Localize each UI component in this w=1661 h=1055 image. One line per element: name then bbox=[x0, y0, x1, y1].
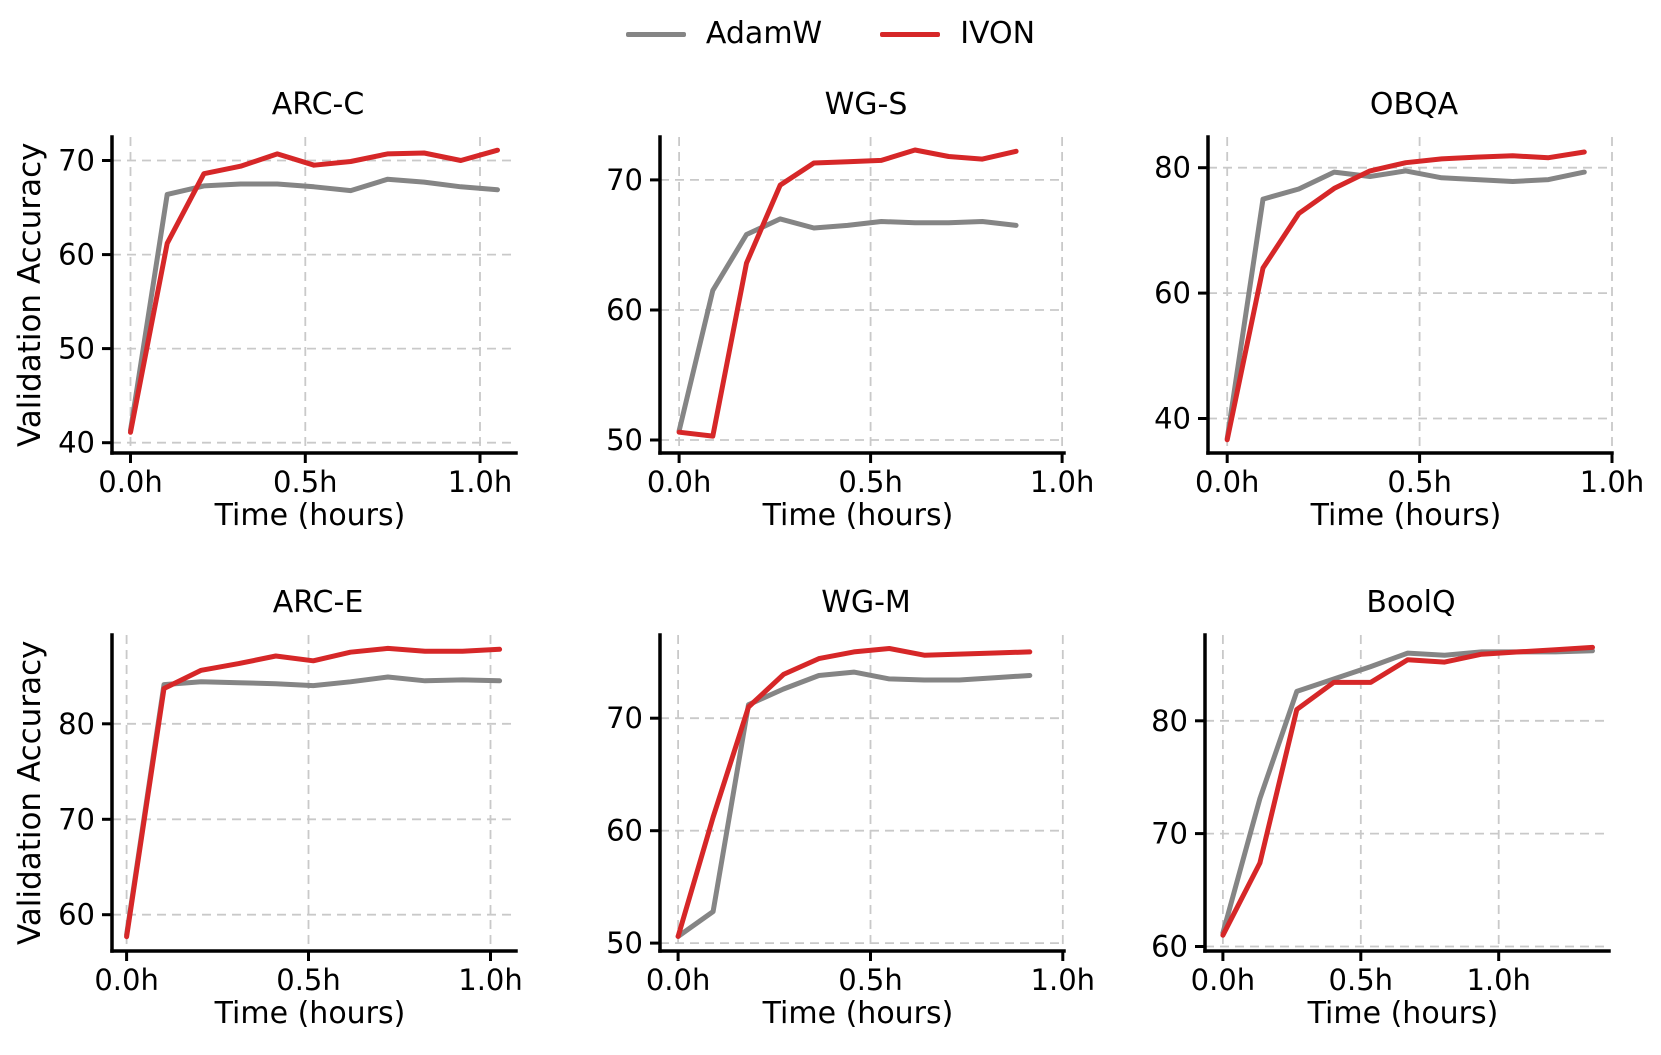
svg-text:60: 60 bbox=[1151, 930, 1188, 964]
chart-arc-e: ARC-E 60 70 80 0.0h 0.5h 1.0h Time (hours) bbox=[50, 576, 524, 1033]
svg-text:60: 60 bbox=[606, 293, 643, 327]
x-axis-label: Time (hours) bbox=[762, 498, 954, 533]
svg-text:70: 70 bbox=[1151, 817, 1188, 851]
svg-text:1.0h: 1.0h bbox=[458, 963, 523, 997]
legend-label-adamw: AdamW bbox=[705, 16, 823, 51]
chart-title: WG-M bbox=[821, 585, 911, 620]
svg-text:60: 60 bbox=[58, 238, 95, 272]
chart-obqa: OBQA 40 60 80 0.0h 0.5h 1.0h Time (hours) bbox=[1146, 78, 1644, 535]
plot-area: 60 70 80 0.0h 0.5h 1.0h bbox=[58, 633, 523, 997]
svg-text:0.5h: 0.5h bbox=[276, 963, 341, 997]
x-axis-label: Time (hours) bbox=[1310, 498, 1502, 533]
plot-area: 40 60 80 0.0h 0.5h 1.0h bbox=[1154, 135, 1644, 499]
legend-label-ivon: IVON bbox=[960, 16, 1036, 51]
legend-item-ivon: IVON bbox=[880, 16, 1035, 52]
ivon-line-swatch bbox=[880, 31, 941, 37]
svg-text:0.0h: 0.0h bbox=[646, 963, 711, 997]
chart-title: OBQA bbox=[1369, 87, 1459, 122]
x-axis-label: Time (hours) bbox=[1307, 996, 1499, 1031]
legend: AdamW IVON bbox=[0, 16, 1661, 52]
x-axis-label: Time (hours) bbox=[762, 996, 954, 1031]
svg-text:70: 70 bbox=[606, 163, 643, 197]
svg-text:60: 60 bbox=[58, 898, 95, 932]
legend-item-adamw: AdamW bbox=[625, 16, 823, 52]
svg-text:0.5h: 0.5h bbox=[1329, 963, 1394, 997]
svg-text:0.0h: 0.0h bbox=[98, 465, 163, 499]
plot-area: 60 70 80 0.0h 0.5h 1.0h bbox=[1151, 633, 1611, 997]
svg-text:0.0h: 0.0h bbox=[1191, 963, 1256, 997]
plot-area: 50 60 70 0.0h 0.5h 1.0h bbox=[606, 135, 1094, 499]
svg-text:1.0h: 1.0h bbox=[1031, 963, 1096, 997]
svg-text:50: 50 bbox=[58, 332, 95, 366]
chart-title: BoolQ bbox=[1366, 585, 1456, 620]
y-axis-label-row1: Validation Accuracy bbox=[12, 142, 48, 448]
svg-text:50: 50 bbox=[606, 423, 643, 457]
chart-wg-s: WG-S 50 60 70 0.0h 0.5h 1.0h Time (hours) bbox=[598, 78, 1094, 535]
svg-text:70: 70 bbox=[58, 802, 95, 836]
svg-text:40: 40 bbox=[1154, 402, 1191, 436]
chart-title: ARC-E bbox=[272, 585, 364, 620]
svg-text:80: 80 bbox=[1154, 151, 1191, 185]
chart-title: ARC-C bbox=[271, 87, 365, 122]
adamw-line-swatch bbox=[625, 31, 686, 37]
svg-text:40: 40 bbox=[58, 426, 95, 460]
svg-text:70: 70 bbox=[606, 701, 643, 735]
svg-text:60: 60 bbox=[1154, 276, 1191, 310]
svg-text:70: 70 bbox=[58, 144, 95, 178]
svg-text:0.5h: 0.5h bbox=[273, 465, 338, 499]
svg-text:1.0h: 1.0h bbox=[448, 465, 513, 499]
chart-boolq: BoolQ 60 70 80 0.0h 0.5h 1.0h Time (hours) bbox=[1143, 576, 1617, 1033]
svg-text:1.0h: 1.0h bbox=[1466, 963, 1531, 997]
chart-title: WG-S bbox=[824, 87, 908, 122]
svg-text:1.0h: 1.0h bbox=[1580, 465, 1645, 499]
chart-wg-m: WG-M 50 60 70 0.0h 0.5h 1.0h Time (hours) bbox=[598, 576, 1095, 1033]
svg-text:0.5h: 0.5h bbox=[838, 963, 903, 997]
plot-area: 50 60 70 0.0h 0.5h 1.0h bbox=[606, 633, 1095, 997]
svg-text:0.5h: 0.5h bbox=[838, 465, 903, 499]
chart-arc-c: ARC-C 40 50 60 70 0.0h 0.5h 1.0h Time (hours) bbox=[50, 78, 524, 535]
svg-text:80: 80 bbox=[58, 707, 95, 741]
y-axis-label-row2: Validation Accuracy bbox=[12, 640, 48, 946]
x-axis-label: Time (hours) bbox=[214, 996, 406, 1031]
svg-text:0.0h: 0.0h bbox=[1195, 465, 1260, 499]
plot-area: 40 50 60 70 0.0h 0.5h 1.0h bbox=[58, 135, 518, 499]
x-axis-label: Time (hours) bbox=[214, 498, 406, 533]
svg-text:0.0h: 0.0h bbox=[647, 465, 712, 499]
svg-text:50: 50 bbox=[606, 926, 643, 960]
svg-text:0.5h: 0.5h bbox=[1387, 465, 1452, 499]
svg-text:80: 80 bbox=[1151, 704, 1188, 738]
svg-text:60: 60 bbox=[606, 814, 643, 848]
svg-text:1.0h: 1.0h bbox=[1030, 465, 1095, 499]
svg-text:0.0h: 0.0h bbox=[94, 963, 159, 997]
